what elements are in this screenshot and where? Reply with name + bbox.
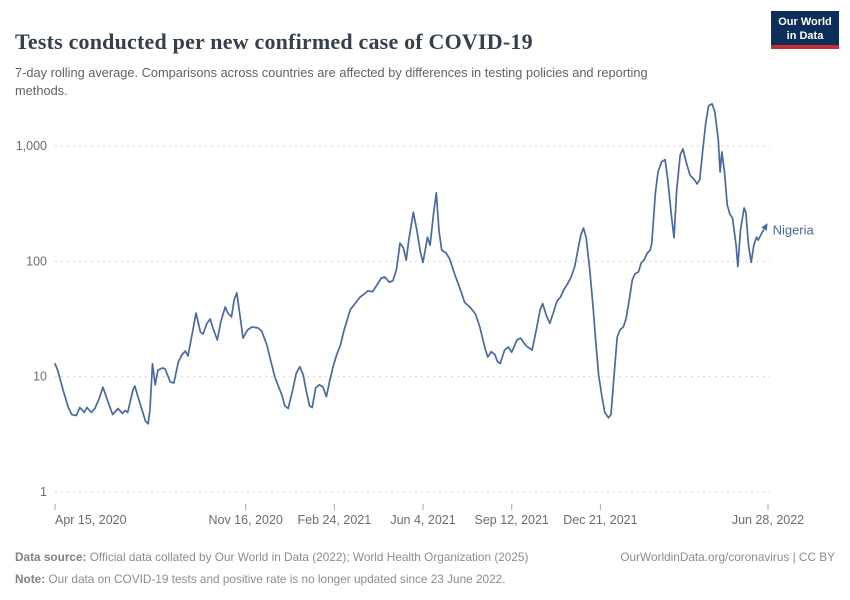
x-tick-label: Jun 28, 2022 [732,513,804,527]
y-tick-label: 1,000 [16,139,47,153]
owid-logo[interactable]: Our World in Data [771,11,839,49]
y-tick-label: 10 [33,370,47,384]
x-tick-label: Dec 21, 2021 [563,513,637,527]
series-line-nigeria[interactable] [54,103,765,425]
y-tick-label: 1 [40,485,47,499]
chart-title: Tests conducted per new confirmed case o… [15,28,533,54]
chart-footer: Data source: Official data collated by O… [15,546,835,590]
owid-logo-text: Our World in Data [778,16,832,43]
x-tick-label: Nov 16, 2020 [208,513,282,527]
y-tick-label: 100 [26,254,47,268]
x-tick-label: Apr 15, 2020 [55,513,127,527]
owid-logo-red-bar [771,45,839,49]
entity-label-nigeria[interactable]: Nigeria [773,222,815,237]
x-tick-label: Jun 4, 2021 [390,513,455,527]
chart-subtitle: 7-day rolling average. Comparisons acros… [15,64,648,98]
note-line: Note: Our data on COVID-19 tests and pos… [15,572,506,586]
line-end-arrow-icon [761,223,768,231]
data-source-line: Data source: Official data collated by O… [15,550,529,564]
x-tick-label: Sep 12, 2021 [475,513,549,527]
x-tick-label: Feb 24, 2021 [298,513,372,527]
credit-link[interactable]: OurWorldinData.org/coronavirus | CC BY [620,550,835,564]
